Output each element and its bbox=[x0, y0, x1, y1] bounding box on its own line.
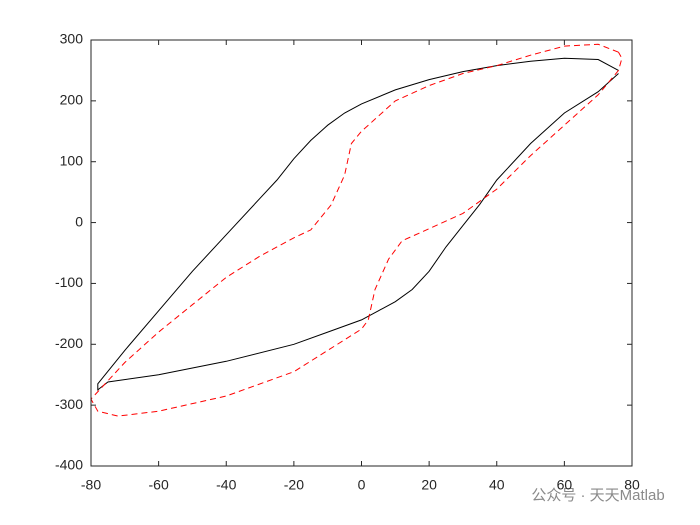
x-tick-label: 20 bbox=[421, 477, 437, 493]
x-tick-label: -20 bbox=[284, 477, 304, 493]
data-line bbox=[97, 57, 619, 391]
x-tick-label: -80 bbox=[81, 477, 101, 493]
x-tick-label: -60 bbox=[149, 477, 169, 493]
watermark: 公众号 · 天天Matlab bbox=[531, 487, 664, 504]
y-tick-label: 100 bbox=[60, 152, 84, 168]
x-tick-label: 60 bbox=[557, 477, 573, 493]
x-tick-label: 0 bbox=[358, 477, 366, 493]
y-tick-label: -400 bbox=[55, 457, 83, 473]
y-tick-label: -100 bbox=[55, 274, 83, 290]
y-tick-label: 200 bbox=[60, 92, 84, 108]
y-tick-label: -300 bbox=[55, 396, 83, 412]
x-tick-label: -40 bbox=[216, 477, 236, 493]
y-tick-label: 0 bbox=[75, 213, 83, 229]
x-tick-label: 40 bbox=[489, 477, 505, 493]
y-tick-label: -200 bbox=[55, 335, 83, 351]
x-tick-label: 80 bbox=[624, 477, 640, 493]
y-tick-label: 300 bbox=[60, 31, 84, 47]
